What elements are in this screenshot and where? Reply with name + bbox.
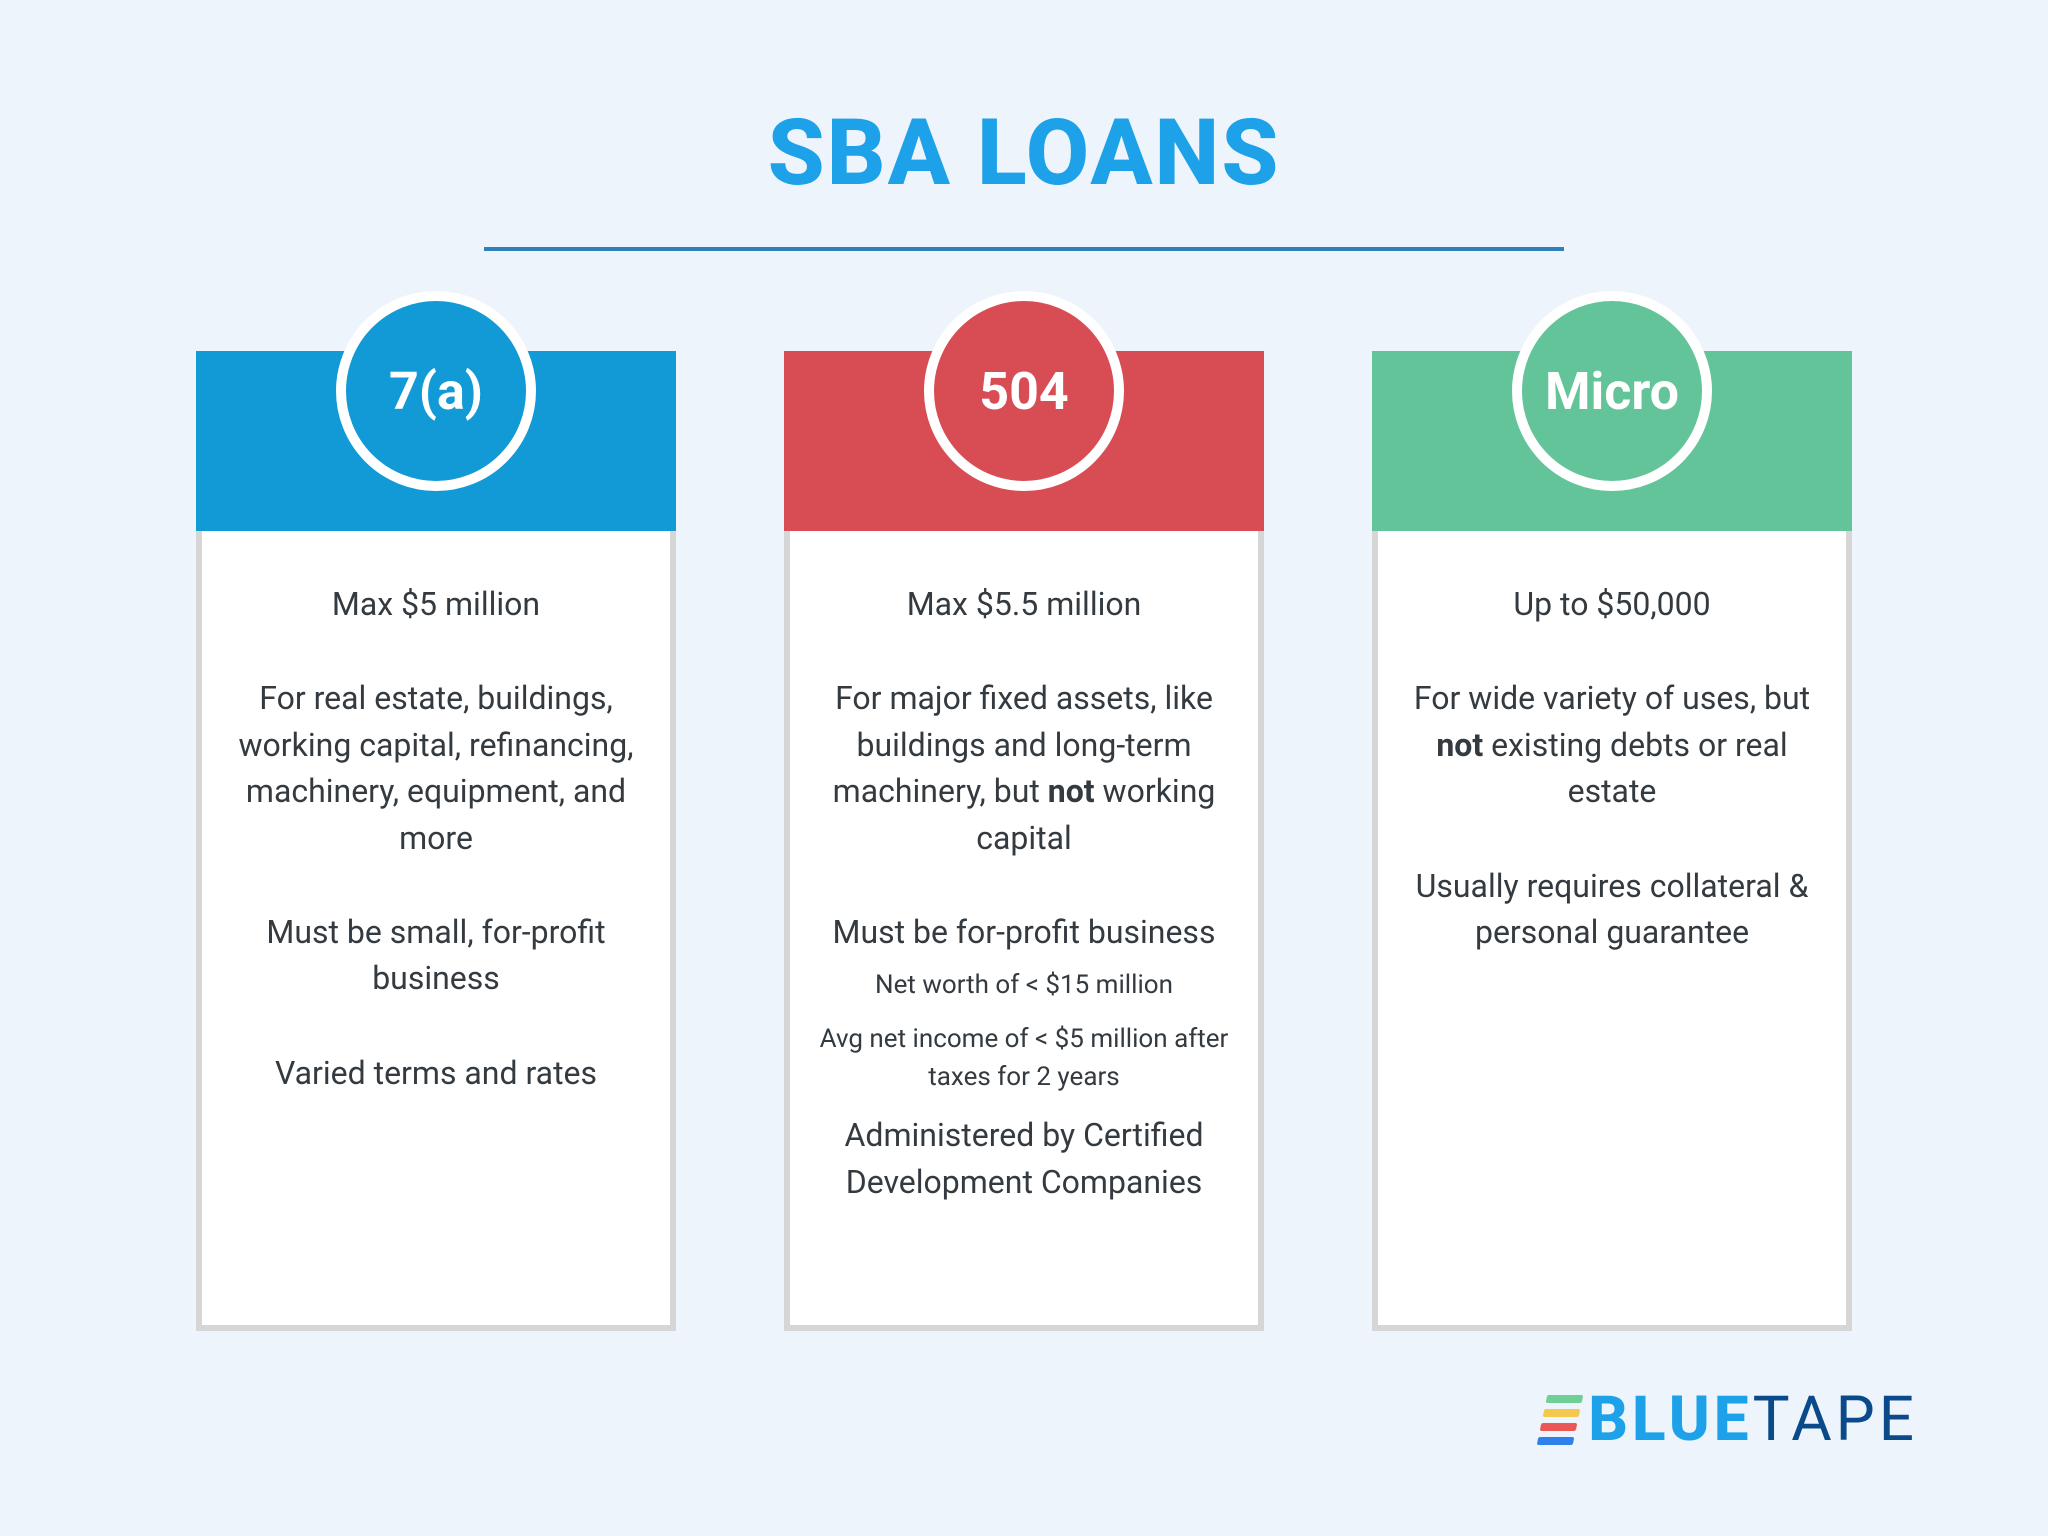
- title-underline: [484, 247, 1564, 251]
- logo-part1: BLUE: [1588, 1383, 1752, 1456]
- card-badge: Micro: [1512, 291, 1712, 491]
- logo-text: BLUETAPE: [1588, 1383, 1918, 1456]
- card-header: Micro: [1372, 351, 1852, 531]
- card-body: Up to $50,000 For wide variety of uses, b…: [1372, 531, 1852, 1331]
- loan-card: 7(a) Max $5 million For real estate, build…: [196, 351, 676, 1331]
- card-header: 7(a): [196, 351, 676, 531]
- inner-panel: SBA LOANS 7(a) Max $5 million For real est…: [40, 40, 2008, 1496]
- card-line: Max $5.5 million: [818, 581, 1230, 627]
- columns-row: 7(a) Max $5 million For real estate, build…: [40, 351, 2008, 1331]
- card-line: Up to $50,000: [1406, 581, 1818, 627]
- card-badge-label: Micro: [1545, 361, 1679, 422]
- loan-card: 504 Max $5.5 million For major fixed asset…: [784, 351, 1264, 1331]
- card-line: Avg net income of < $5 million after tax…: [818, 1021, 1230, 1096]
- card-line: Net worth of < $15 million: [818, 967, 1230, 1005]
- card-line: For major fixed assets, like buildings a…: [818, 675, 1230, 861]
- card-line: For real estate, buildings, working capi…: [230, 675, 642, 861]
- card-line: Varied terms and rates: [230, 1050, 642, 1096]
- card-badge: 7(a): [336, 291, 536, 491]
- card-badge-label: 7(a): [389, 361, 483, 422]
- loan-card: Micro Up to $50,000 For wide variety of us…: [1372, 351, 1852, 1331]
- card-header: 504: [784, 351, 1264, 531]
- card-body: Max $5.5 million For major fixed assets, …: [784, 531, 1264, 1331]
- logo-part2: TAPE: [1753, 1383, 1918, 1456]
- card-line: Must be small, for-profit business: [230, 909, 642, 1002]
- card-line: Must be for-profit business: [818, 909, 1230, 955]
- page-title: SBA LOANS: [768, 100, 1281, 207]
- card-badge: 504: [924, 291, 1124, 491]
- brand-logo: BLUETAPE: [1542, 1383, 1918, 1456]
- card-line: Administered by Certified Development Co…: [818, 1112, 1230, 1205]
- card-line: Max $5 million: [230, 581, 642, 627]
- page: SBA LOANS 7(a) Max $5 million For real est…: [0, 0, 2048, 1536]
- logo-icon: [1537, 1395, 1584, 1445]
- card-badge-label: 504: [979, 361, 1069, 422]
- card-line: Usually requires collateral & personal g…: [1406, 863, 1818, 956]
- card-line: For wide variety of uses, but not existi…: [1406, 675, 1818, 814]
- card-body: Max $5 million For real estate, buildings…: [196, 531, 676, 1331]
